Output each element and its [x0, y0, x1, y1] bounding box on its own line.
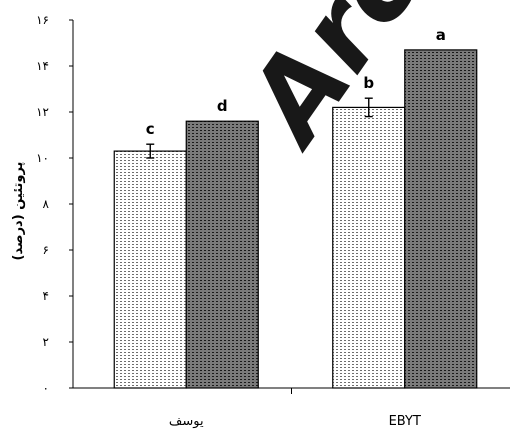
- bar: [113, 150, 187, 389]
- y-tick-label: ۱۴: [36, 59, 49, 73]
- axes: ۰ ۲ ۴ ۶ ۸ ۱۰ ۱۲ ۱۴ ۱۶ یوسف EBYT: [36, 13, 510, 429]
- y-tick-label: ۶: [43, 243, 49, 257]
- significance-letter: d: [217, 97, 228, 115]
- x-tick-label: EBYT: [389, 414, 421, 429]
- bar: [332, 106, 406, 389]
- bar: [185, 120, 259, 389]
- bars: c d b a: [113, 26, 478, 389]
- significance-letter: c: [146, 120, 155, 138]
- x-tick-label: یوسف: [169, 414, 204, 429]
- y-tick-label: ۲: [43, 335, 49, 349]
- y-tick-label: ۱۶: [36, 13, 49, 27]
- y-tick-label: ۸: [43, 197, 50, 211]
- significance-letter: a: [436, 26, 446, 44]
- y-tick-label: ۱۲: [36, 105, 49, 119]
- y-tick-label: ۴: [43, 289, 49, 303]
- y-axis-label: پروتئین (درصد): [11, 162, 26, 261]
- y-tick-label: ۰: [43, 381, 49, 395]
- significance-letter: b: [363, 74, 374, 92]
- y-tick-label: ۱۰: [36, 151, 49, 165]
- bar: [404, 49, 478, 389]
